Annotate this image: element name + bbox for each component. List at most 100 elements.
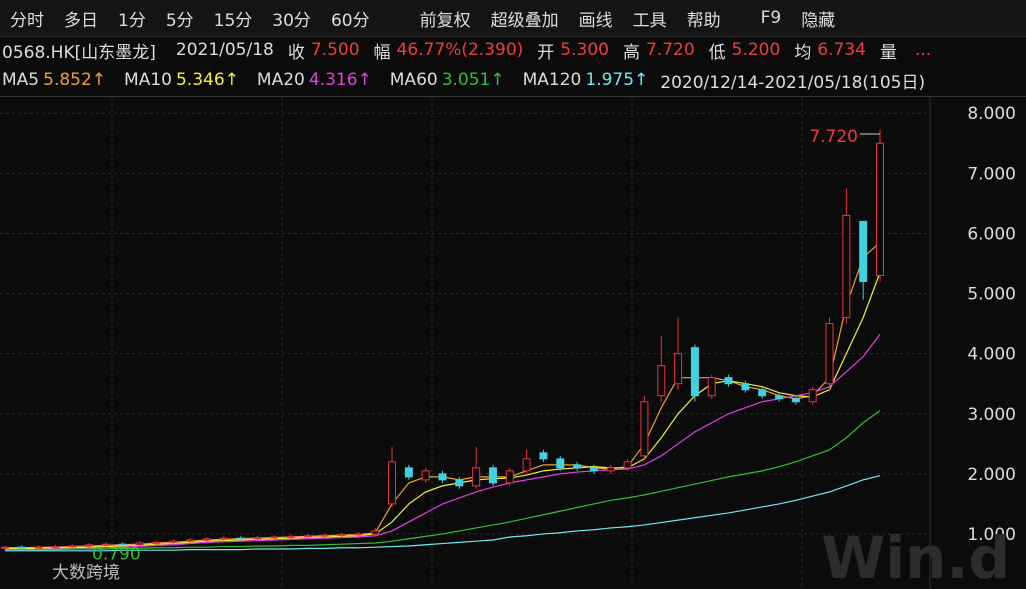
value: 5.200 <box>731 40 781 60</box>
candle-body <box>438 473 447 481</box>
candle-body <box>791 398 800 403</box>
quote-row: 0568.HK[山东墨龙] 2021/05/18 收 7.500 幅 46.77%(… <box>0 36 1026 64</box>
candle-body <box>539 452 548 460</box>
toolbar-item[interactable]: 60分 <box>330 10 370 31</box>
ma-line <box>5 334 881 551</box>
legend-name: MA10 <box>124 70 172 90</box>
value: 5.300 <box>560 40 609 60</box>
candle-body <box>85 544 94 547</box>
candle-body <box>556 458 565 469</box>
toolbar-item[interactable]: 分时 <box>10 10 44 31</box>
candle-body <box>421 470 430 481</box>
max-label: 7.720 <box>809 127 858 147</box>
candle-body <box>169 540 178 543</box>
candle-body <box>236 537 245 540</box>
toolbar-item[interactable]: 帮助 <box>686 10 721 31</box>
candle-body <box>859 220 868 283</box>
candle-body <box>219 537 228 540</box>
toolbar-item[interactable]: F9 <box>760 8 782 28</box>
code[interactable]: 0568.HK[山东墨龙] <box>2 42 156 63</box>
ma-line <box>5 475 881 552</box>
legend-value: 5.852↑ <box>43 70 107 90</box>
candle-body <box>1 546 9 549</box>
label: 幅 <box>373 42 391 63</box>
min-label: 0.790 <box>92 545 141 565</box>
toolbar-item[interactable]: 工具 <box>632 10 667 31</box>
candle-body <box>842 214 851 319</box>
date-range: 2020/12/14-2021/05/18(105日) <box>660 72 926 93</box>
more[interactable]: ... <box>914 40 932 60</box>
candle-body <box>606 467 615 472</box>
candle-body <box>690 347 699 397</box>
candle-body <box>505 470 514 484</box>
candle-body <box>522 458 531 472</box>
toolbar-item[interactable]: 多日 <box>64 10 98 31</box>
candle-body <box>758 389 767 397</box>
toolbar-item[interactable]: 5分 <box>165 10 194 31</box>
legend-value: 5.346↑ <box>175 70 239 90</box>
date: 2021/05/18 <box>175 40 274 60</box>
legend-name: MA20 <box>256 70 305 90</box>
candle-body <box>876 142 884 277</box>
candle-body <box>707 377 716 397</box>
candle-body <box>623 461 632 469</box>
value: 7.500 <box>310 40 360 60</box>
toolbar-item[interactable]: 超级叠加 <box>490 10 559 31</box>
label: 开 <box>537 42 555 63</box>
candle-body <box>135 542 144 546</box>
candle-body <box>101 543 110 546</box>
candle-body <box>589 467 598 472</box>
candle-body <box>337 534 346 537</box>
y-tick-label: 6.000 <box>967 224 1016 244</box>
toolbar-item[interactable]: 前复权 <box>419 10 471 31</box>
y-tick-label: 4.000 <box>967 345 1016 365</box>
y-tick-label: 5.000 <box>967 285 1016 305</box>
toolbar-item[interactable]: 30分 <box>272 10 311 31</box>
candle-body <box>320 534 329 537</box>
candle-body <box>724 377 733 385</box>
candle-body <box>640 401 649 457</box>
y-tick-label: 1.000 <box>967 525 1016 545</box>
legend-value: 4.316↑ <box>308 70 372 90</box>
candle-body <box>388 461 397 505</box>
y-tick-label: 2.000 <box>967 465 1016 485</box>
label: 高 <box>622 42 640 63</box>
ma-line <box>5 410 881 551</box>
legend-name: MA5 <box>2 70 40 90</box>
watermark: Win.d <box>821 524 1010 589</box>
toolbar-item[interactable]: 隐藏 <box>801 10 836 31</box>
candle-body <box>17 546 26 549</box>
toolbar-item[interactable]: 画线 <box>578 10 613 31</box>
candle-body <box>455 479 464 487</box>
value: 7.720 <box>645 40 695 60</box>
candle-body <box>287 535 296 538</box>
toolbar-item[interactable]: 15分 <box>213 10 253 31</box>
label: 低 <box>708 42 726 63</box>
candle-body <box>775 395 784 400</box>
label: 收 <box>287 42 305 63</box>
y-tick-label: 3.000 <box>967 405 1016 425</box>
value: 6.734 <box>817 40 866 60</box>
y-tick-label: 8.000 <box>967 104 1016 124</box>
label: 均 <box>794 42 812 63</box>
candle-body <box>202 538 211 541</box>
candle-body <box>741 383 750 391</box>
candle-body <box>488 467 497 484</box>
candle-body <box>68 545 77 548</box>
ma-legend: MA5 5.852↑ MA10 5.346↑ MA20 4.316↑ MA60 3.051↑ M… <box>0 64 1026 97</box>
candle-body <box>34 546 43 549</box>
legend-name: MA120 <box>522 70 582 90</box>
candle-body <box>270 536 279 539</box>
label: 量 <box>879 42 897 63</box>
legend-value: 3.051↑ <box>441 70 505 90</box>
ma-line <box>5 242 881 549</box>
candle-body <box>186 539 195 542</box>
y-tick-label: 7.000 <box>967 164 1016 184</box>
candle-body <box>303 535 312 538</box>
toolbar-item[interactable]: 1分 <box>118 10 146 31</box>
legend-name: MA60 <box>389 70 438 90</box>
candle-body <box>825 323 834 385</box>
ma-line <box>5 272 881 549</box>
candle-body <box>573 464 582 469</box>
